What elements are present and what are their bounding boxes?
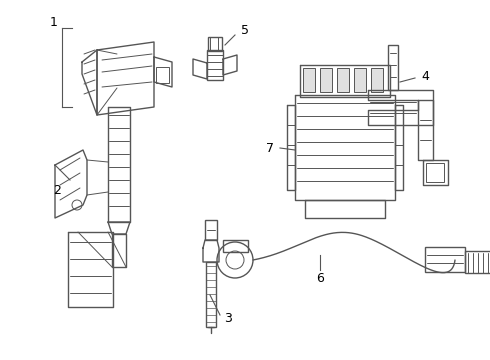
Text: 1: 1 (50, 15, 58, 28)
Bar (320, 68, 332, 92)
Bar (156, 67, 169, 83)
Text: 5: 5 (241, 23, 249, 36)
Bar (208, 37, 222, 51)
Bar (223, 240, 248, 252)
Bar (388, 45, 398, 90)
Bar (426, 163, 444, 182)
Bar (425, 247, 465, 272)
Bar (371, 68, 383, 92)
Bar (207, 50, 223, 80)
Text: 2: 2 (53, 184, 61, 197)
Text: 6: 6 (316, 271, 324, 284)
Text: 7: 7 (266, 141, 274, 154)
Bar (465, 251, 490, 273)
Text: 3: 3 (224, 311, 232, 324)
Text: 4: 4 (421, 69, 429, 82)
Bar (206, 262, 216, 327)
Bar (303, 68, 315, 92)
Bar (205, 220, 217, 240)
Bar (354, 68, 366, 92)
Bar (337, 68, 349, 92)
